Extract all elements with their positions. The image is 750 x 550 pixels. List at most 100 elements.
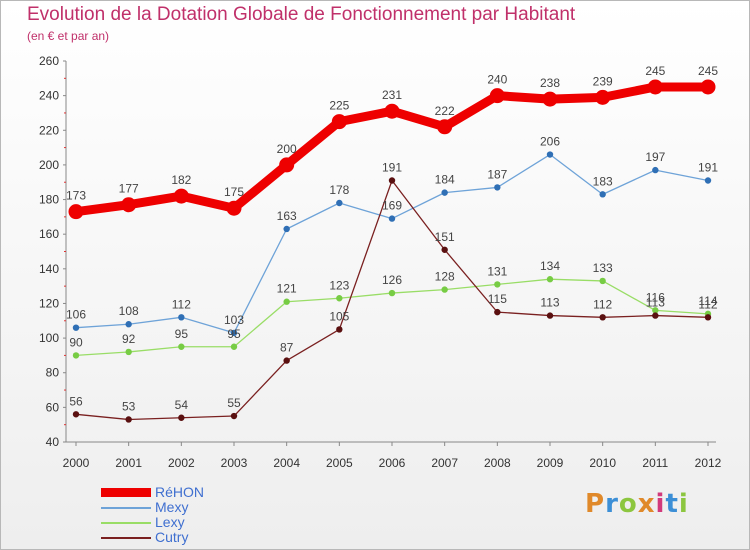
data-point <box>704 314 712 321</box>
data-point <box>230 343 238 350</box>
data-label: 92 <box>122 332 136 346</box>
data-label: 113 <box>540 296 559 310</box>
data-label: 163 <box>277 209 297 223</box>
y-tick-label: 100 <box>39 331 59 345</box>
data-label: 90 <box>69 335 83 349</box>
legend-item-lexy: Lexy <box>101 515 204 530</box>
data-point <box>494 308 501 316</box>
data-label: 240 <box>487 73 507 87</box>
legend-swatch <box>101 536 151 539</box>
logo-letter: o <box>618 489 638 519</box>
data-point <box>68 204 84 220</box>
data-point <box>652 307 659 314</box>
data-labels-layer: 106 108 112 103 163 178 169 184 187 206 183 197 191 9… <box>66 64 718 414</box>
x-tick-label: 2008 <box>484 456 511 470</box>
data-label: 115 <box>488 292 507 306</box>
x-tick-label: 2010 <box>589 456 616 470</box>
data-point <box>388 289 396 297</box>
data-label: 231 <box>382 88 402 102</box>
data-label: 184 <box>435 173 455 187</box>
data-label: 169 <box>382 199 402 213</box>
series-layer <box>68 79 716 423</box>
legend-swatch <box>101 506 151 509</box>
x-tick-label: 2004 <box>273 456 300 470</box>
data-point <box>173 188 189 204</box>
x-tick-label: 2007 <box>431 456 458 470</box>
data-point <box>230 412 238 420</box>
data-point <box>384 103 400 119</box>
data-label: 112 <box>593 297 612 311</box>
data-label: 239 <box>593 74 613 88</box>
x-tick-label: 2009 <box>537 456 564 470</box>
legend-label: RéHON <box>155 484 205 500</box>
data-point <box>279 157 295 173</box>
chart-axes: 40 60 80 100 120 140 160 180 200 220 240 260 2000 200… <box>39 54 722 470</box>
data-label: 173 <box>66 189 86 203</box>
data-point <box>178 343 185 350</box>
x-tick-label: 2002 <box>168 456 195 470</box>
data-label: 178 <box>329 183 349 197</box>
data-point <box>121 197 137 213</box>
logo-letter: i <box>655 489 666 519</box>
legend-swatch <box>101 521 151 524</box>
chart-title: Evolution de la Dotation Globale de Fonc… <box>27 4 576 25</box>
data-point <box>647 79 663 95</box>
data-point <box>599 314 606 321</box>
data-point <box>72 411 80 418</box>
data-label: 126 <box>382 273 402 287</box>
data-label: 191 <box>698 160 718 174</box>
data-point <box>546 276 554 283</box>
x-tick-label: 2000 <box>63 456 90 470</box>
legend-swatch <box>101 488 151 497</box>
x-tick-label: 2003 <box>221 456 248 470</box>
data-label: 116 <box>646 290 665 304</box>
data-point <box>125 348 132 356</box>
legend-item-réhon: RéHON <box>101 485 204 500</box>
data-point <box>336 199 343 207</box>
data-point <box>178 414 185 421</box>
data-label: 133 <box>593 261 613 275</box>
y-tick-label: 240 <box>39 89 59 103</box>
y-tick-label: 40 <box>46 435 60 449</box>
data-point <box>704 177 712 184</box>
data-point <box>489 88 505 104</box>
data-label: 245 <box>645 64 665 78</box>
y-tick-label: 160 <box>39 227 59 241</box>
data-label: 112 <box>698 297 717 311</box>
data-point <box>700 79 716 95</box>
data-label: 191 <box>382 160 402 174</box>
data-label: 183 <box>593 174 613 188</box>
data-label: 187 <box>487 167 507 181</box>
y-tick-label: 140 <box>39 262 59 276</box>
logo-letter: r <box>605 489 619 519</box>
chart-legend: RéHON Mexy Lexy Cutry <box>101 485 204 545</box>
legend-item-mexy: Mexy <box>101 500 204 515</box>
legend-label: Cutry <box>155 529 189 545</box>
data-point <box>595 89 611 105</box>
y-tick-label: 60 <box>46 400 60 414</box>
data-point <box>441 189 448 196</box>
data-label: 175 <box>224 185 244 199</box>
x-tick-label: 2006 <box>379 456 406 470</box>
data-label: 55 <box>227 396 241 410</box>
proxiti-logo: Proxiti <box>585 489 689 519</box>
data-point <box>178 314 185 321</box>
data-point <box>494 281 501 288</box>
data-label: 103 <box>224 313 244 327</box>
logo-letter: i <box>678 489 689 519</box>
data-point <box>599 277 606 285</box>
data-label: 200 <box>277 142 297 156</box>
series-cutry <box>72 177 712 423</box>
data-point <box>388 215 396 222</box>
data-point <box>283 357 290 364</box>
data-point <box>125 321 132 328</box>
y-tick-label: 80 <box>46 366 60 380</box>
legend-label: Lexy <box>155 514 185 530</box>
data-point <box>226 200 242 216</box>
data-label: 113 <box>646 296 665 310</box>
data-label: 177 <box>119 182 139 196</box>
y-tick-label: 260 <box>39 54 59 68</box>
data-label: 114 <box>698 294 717 308</box>
